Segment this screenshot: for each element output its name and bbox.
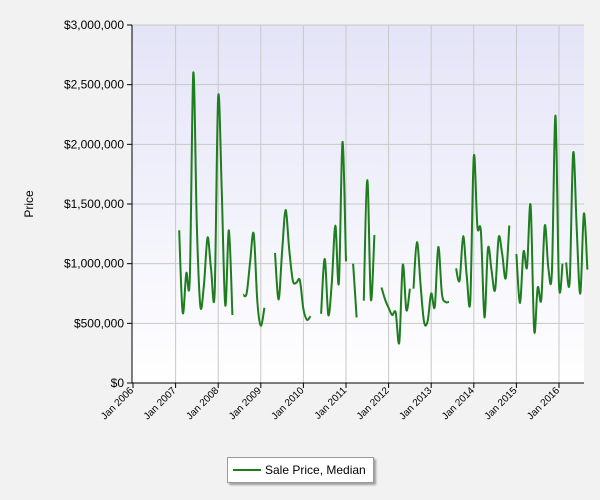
y-axis-title: Price <box>22 190 36 218</box>
series-line-segment <box>274 208 312 321</box>
x-tick-label: Jan 2013 <box>397 385 434 422</box>
x-tick-label: Jan 2008 <box>184 385 221 422</box>
series-line-segment <box>178 71 234 316</box>
axes <box>127 24 584 388</box>
x-axis-ticks: Jan 2006 Jan 2007 Jan 2008 Jan 2009 Jan 2010… <box>99 385 562 422</box>
x-tick-label: Jan 2009 <box>227 385 264 422</box>
series-layer <box>178 71 589 345</box>
y-tick-label: $2,500,000 <box>64 78 124 92</box>
series-line-segment <box>362 179 376 302</box>
series-line-segment <box>412 241 450 327</box>
x-tick-label: Jan 2016 <box>525 385 562 422</box>
x-tick-label: Jan 2012 <box>355 385 392 422</box>
y-tick-label: $2,000,000 <box>64 137 124 151</box>
legend-swatch <box>233 463 261 477</box>
series-line-segment <box>380 263 411 345</box>
series-line-segment <box>565 151 589 295</box>
y-tick-label: $1,000,000 <box>64 257 124 271</box>
x-tick-label: Jan 2011 <box>313 385 350 422</box>
x-tick-label: Jan 2006 <box>99 385 136 422</box>
y-tick-label: $0 <box>111 376 125 390</box>
x-tick-label: Jan 2010 <box>270 385 307 422</box>
series-line-segment <box>242 231 266 327</box>
y-tick-label: $3,000,000 <box>64 18 124 32</box>
legend: Sale Price, Median <box>227 457 374 483</box>
series-line-segment <box>352 263 358 318</box>
series-line-segment <box>320 140 347 317</box>
x-tick-label: Jan 2007 <box>142 385 179 422</box>
legend-label: Sale Price, Median <box>265 463 366 477</box>
series-line-segment <box>515 114 564 334</box>
gridlines <box>132 24 584 383</box>
y-tick-label: $500,000 <box>74 316 124 330</box>
y-tick-label: $1,500,000 <box>64 197 124 211</box>
x-tick-label: Jan 2015 <box>483 385 520 422</box>
y-axis-ticks: $0 $500,000 $1,000,000 $1,500,000 $2,000,000… <box>64 18 124 390</box>
series-line-segment <box>455 153 511 319</box>
x-tick-label: Jan 2014 <box>440 385 477 422</box>
